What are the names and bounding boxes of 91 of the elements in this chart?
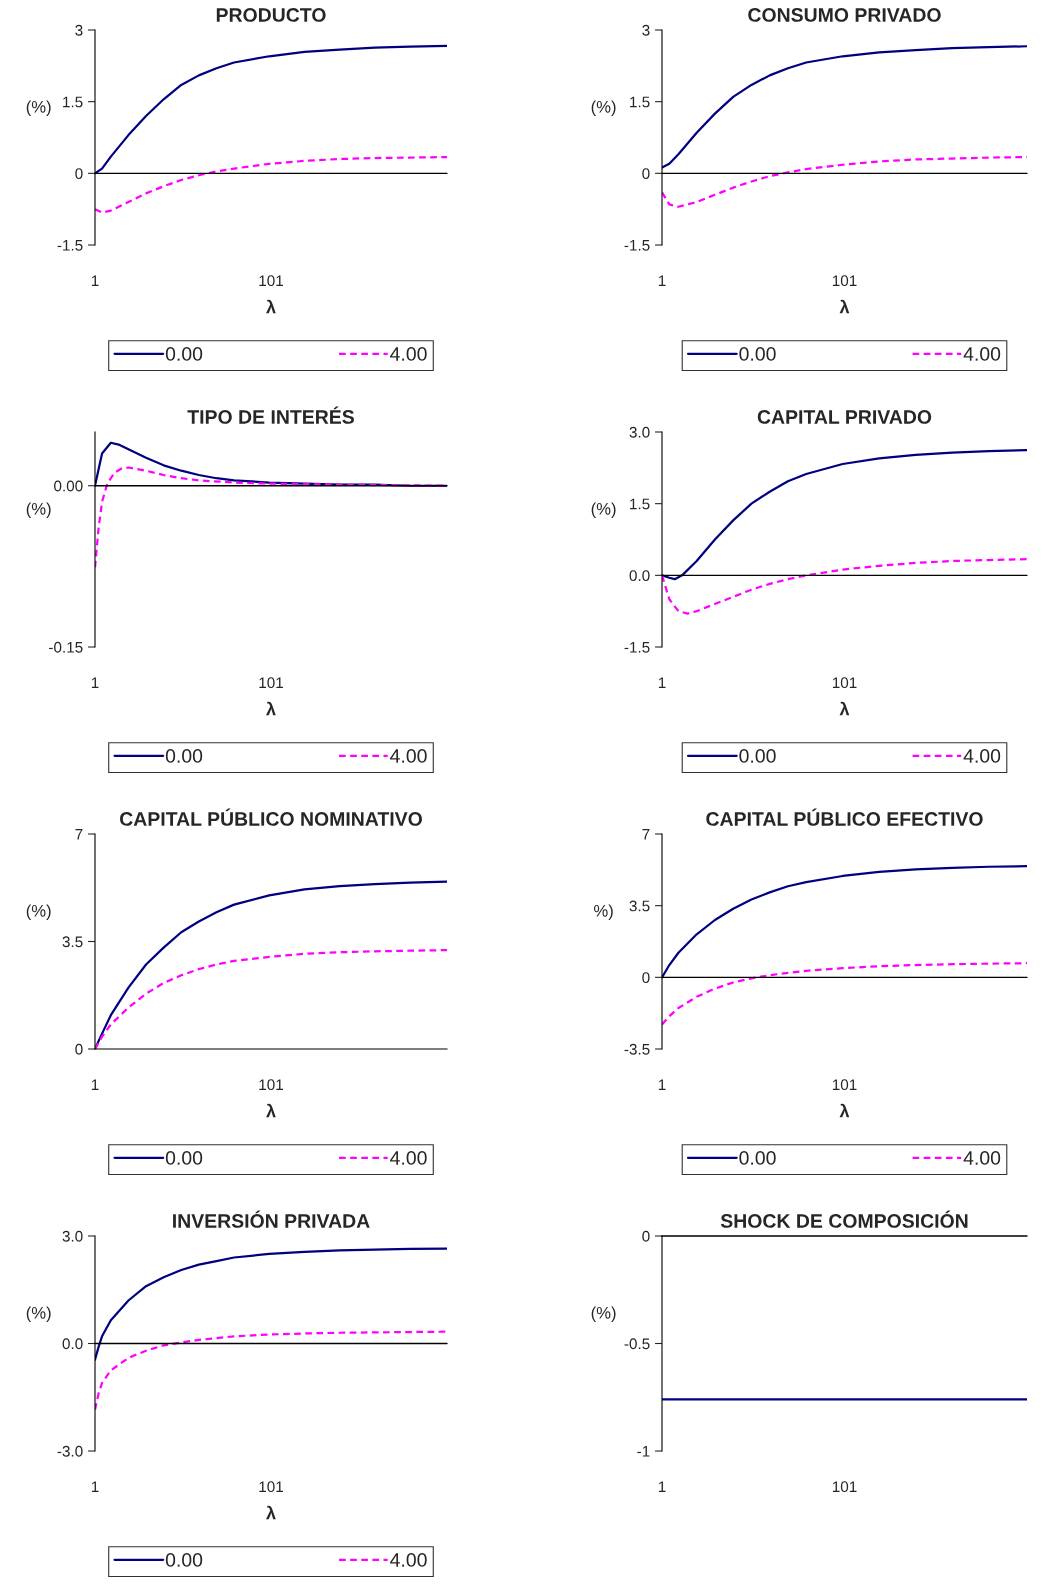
legend-label: 4.00 bbox=[963, 1151, 1001, 1165]
legend-label: 4.00 bbox=[390, 347, 427, 361]
y-tick-label: 0 bbox=[642, 168, 650, 180]
y-tick-label: 3 bbox=[75, 24, 83, 36]
y-tick-label: -3.0 bbox=[57, 1445, 83, 1457]
x-tick-label: 1 bbox=[91, 677, 99, 688]
x-axis-title: λ bbox=[839, 701, 850, 716]
x-tick-label: 1 bbox=[658, 275, 666, 286]
line-series bbox=[662, 962, 1027, 1026]
x-axis-title: λ bbox=[839, 1103, 850, 1118]
y-axis-title: %) bbox=[594, 904, 613, 920]
line-series bbox=[662, 449, 1027, 581]
legend-label: 4.00 bbox=[963, 347, 1001, 361]
legend-label: 0.00 bbox=[739, 347, 776, 361]
y-tick-label: 1.5 bbox=[630, 498, 650, 510]
x-tick-label: 101 bbox=[259, 677, 283, 689]
y-tick-label: 1.5 bbox=[630, 96, 650, 108]
x-tick-label: 1 bbox=[658, 1079, 666, 1090]
x-tick-label: 101 bbox=[832, 275, 857, 287]
y-tick-label: 0.00 bbox=[54, 480, 83, 492]
y-tick-label: 0 bbox=[642, 1230, 650, 1242]
chart-title: CAPITAL PRIVADO bbox=[757, 410, 932, 424]
x-tick-label: 1 bbox=[91, 1481, 99, 1492]
chart-title: PRODUCTO bbox=[216, 8, 326, 22]
legend-label: 4.00 bbox=[390, 1151, 427, 1165]
legend-label: 0.00 bbox=[165, 1553, 203, 1567]
y-tick-label: 0.0 bbox=[62, 1338, 83, 1350]
x-tick-label: 1 bbox=[658, 1481, 666, 1492]
legend-label: 0.00 bbox=[165, 1151, 203, 1165]
legend-label: 0.00 bbox=[739, 1151, 776, 1165]
y-tick-label: 1.5 bbox=[63, 96, 83, 108]
x-axis-title: λ bbox=[266, 701, 276, 716]
legend-label: 4.00 bbox=[390, 749, 427, 763]
y-axis-title: (%) bbox=[26, 502, 51, 518]
y-tick-label: -3.5 bbox=[624, 1043, 650, 1055]
x-tick-label: 101 bbox=[832, 677, 857, 689]
chart-title: SHOCK DE COMPOSICIÓN bbox=[720, 1210, 968, 1228]
chart-title: INVERSIÓN PRIVADA bbox=[173, 1210, 370, 1228]
line-series bbox=[662, 557, 1027, 615]
x-tick-label: 101 bbox=[259, 275, 283, 287]
y-tick-label: 0 bbox=[642, 972, 650, 984]
chart-title: TIPO DE INTERÉS bbox=[187, 406, 354, 424]
y-tick-label: 7 bbox=[642, 829, 650, 840]
x-axis-title: λ bbox=[266, 299, 276, 314]
chart-title: CONSUMO PRIVADO bbox=[748, 8, 941, 22]
y-tick-label: 3.5 bbox=[62, 936, 83, 948]
y-tick-label: 0.0 bbox=[629, 570, 650, 582]
y-tick-label: 3.0 bbox=[62, 1230, 83, 1242]
line-series bbox=[662, 865, 1027, 979]
y-axis-title: (%) bbox=[26, 904, 51, 920]
y-tick-label: -1.5 bbox=[57, 240, 83, 251]
legend-label: 4.00 bbox=[390, 1553, 427, 1567]
line-series bbox=[662, 155, 1027, 208]
y-tick-label: -1.5 bbox=[624, 240, 650, 251]
y-tick-label: 3 bbox=[642, 24, 650, 36]
x-axis-title: λ bbox=[266, 1103, 276, 1118]
line-series bbox=[95, 441, 447, 487]
x-tick-label: 1 bbox=[91, 1079, 99, 1090]
chart-title: CAPITAL PÚBLICO EFECTIVO bbox=[706, 808, 983, 826]
line-series bbox=[95, 1330, 447, 1411]
legend-label: 4.00 bbox=[963, 749, 1001, 763]
y-tick-label: -1 bbox=[637, 1446, 650, 1457]
y-tick-label: 0 bbox=[75, 168, 83, 180]
legend-label: 0.00 bbox=[739, 749, 776, 763]
x-tick-label: 1 bbox=[658, 677, 666, 688]
x-tick-label: 101 bbox=[259, 1481, 283, 1493]
chart-title: CAPITAL PÚBLICO NOMINATIVO bbox=[120, 808, 422, 826]
y-tick-label: -1.5 bbox=[624, 642, 650, 653]
y-axis-title: (%) bbox=[591, 100, 616, 116]
y-tick-label: -0.5 bbox=[624, 1338, 650, 1350]
line-series bbox=[95, 1247, 447, 1361]
x-tick-label: 1 bbox=[91, 275, 99, 286]
y-axis-title: (%) bbox=[26, 1306, 51, 1322]
y-axis-title: (%) bbox=[591, 502, 616, 518]
y-tick-label: 7 bbox=[75, 829, 83, 840]
y-tick-label: 3.0 bbox=[629, 426, 650, 438]
line-series bbox=[95, 155, 447, 214]
x-tick-label: 101 bbox=[832, 1079, 857, 1091]
legend-label: 0.00 bbox=[165, 347, 203, 361]
x-axis-title: λ bbox=[266, 1505, 276, 1520]
legend-label: 0.00 bbox=[165, 749, 203, 763]
y-axis-title: (%) bbox=[591, 1306, 616, 1322]
y-tick-label: -0.15 bbox=[49, 641, 83, 653]
y-axis-title: (%) bbox=[26, 100, 51, 116]
line-series bbox=[95, 44, 447, 175]
x-tick-label: 101 bbox=[832, 1481, 857, 1493]
y-tick-label: 3.5 bbox=[629, 900, 650, 912]
x-axis-title: λ bbox=[839, 299, 850, 314]
line-series bbox=[662, 45, 1027, 169]
y-tick-label: 0 bbox=[75, 1043, 83, 1055]
x-tick-label: 101 bbox=[259, 1079, 283, 1091]
